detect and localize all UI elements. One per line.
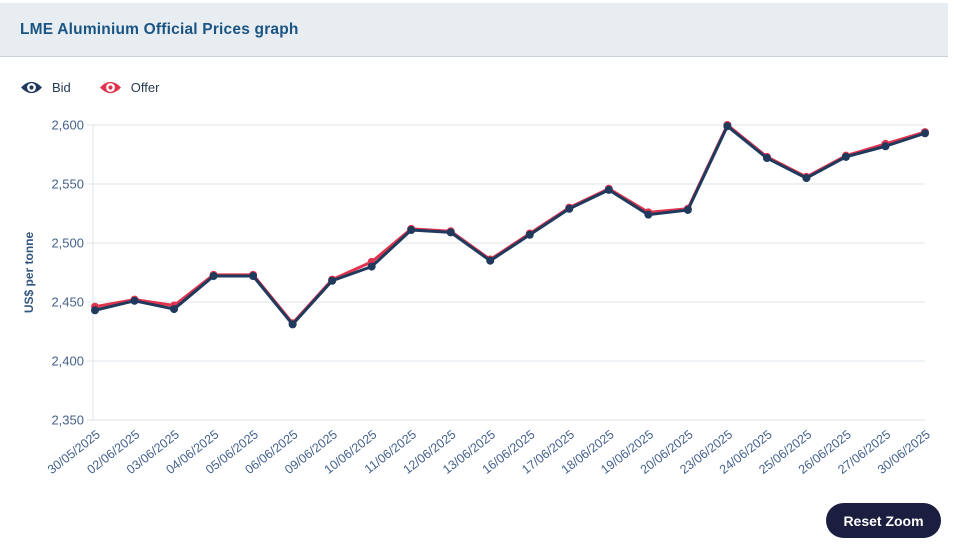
y-tick-label: 2,500 bbox=[51, 236, 84, 251]
eye-icon bbox=[21, 81, 42, 94]
bid-data-point[interactable] bbox=[288, 320, 297, 329]
offer-line bbox=[93, 123, 927, 325]
bid-data-point[interactable] bbox=[407, 226, 416, 235]
bid-data-point[interactable] bbox=[328, 276, 337, 285]
bid-data-point[interactable] bbox=[604, 185, 613, 194]
y-tick-label: 2,600 bbox=[51, 118, 84, 133]
y-axis-title: US$ per tonne bbox=[22, 232, 36, 314]
bid-data-point[interactable] bbox=[644, 210, 653, 219]
bid-data-point[interactable] bbox=[683, 205, 692, 214]
chart-legend: Bid Offer bbox=[20, 80, 159, 95]
legend-item-bid[interactable]: Bid bbox=[20, 80, 71, 95]
bid-data-point[interactable] bbox=[486, 256, 495, 265]
bid-data-point[interactable] bbox=[367, 262, 376, 271]
legend-label-offer: Offer bbox=[130, 80, 160, 95]
bid-data-point[interactable] bbox=[209, 272, 218, 281]
chart-header: LME Aluminium Official Prices graph bbox=[0, 3, 948, 57]
legend-item-offer[interactable]: Offer bbox=[99, 80, 160, 95]
eye-icon bbox=[99, 81, 121, 94]
price-chart[interactable]: 2,3502,4002,4502,5002,5502,60030/05/2025… bbox=[0, 100, 955, 500]
page-title: LME Aluminium Official Prices graph bbox=[20, 20, 299, 38]
bid-data-point[interactable] bbox=[525, 230, 534, 239]
bid-data-point[interactable] bbox=[841, 152, 850, 161]
bid-data-point[interactable] bbox=[130, 296, 139, 305]
bid-data-point[interactable] bbox=[723, 122, 732, 131]
y-tick-label: 2,450 bbox=[51, 295, 84, 310]
y-tick-label: 2,550 bbox=[51, 177, 84, 192]
bid-data-point[interactable] bbox=[446, 228, 455, 237]
bid-data-point[interactable] bbox=[565, 204, 574, 213]
reset-zoom-button[interactable]: Reset Zoom bbox=[826, 503, 941, 538]
bid-data-point[interactable] bbox=[170, 305, 179, 314]
y-tick-label: 2,400 bbox=[51, 354, 84, 369]
bid-data-point[interactable] bbox=[249, 272, 258, 281]
bid-data-point[interactable] bbox=[802, 174, 811, 183]
bid-data-point[interactable] bbox=[762, 154, 771, 163]
bid-data-point[interactable] bbox=[881, 142, 890, 151]
bid-data-point[interactable] bbox=[91, 306, 99, 315]
y-tick-label: 2,350 bbox=[51, 413, 84, 428]
legend-label-bid: Bid bbox=[52, 80, 71, 95]
bid-data-point[interactable] bbox=[921, 129, 929, 138]
bid-line bbox=[93, 124, 927, 326]
